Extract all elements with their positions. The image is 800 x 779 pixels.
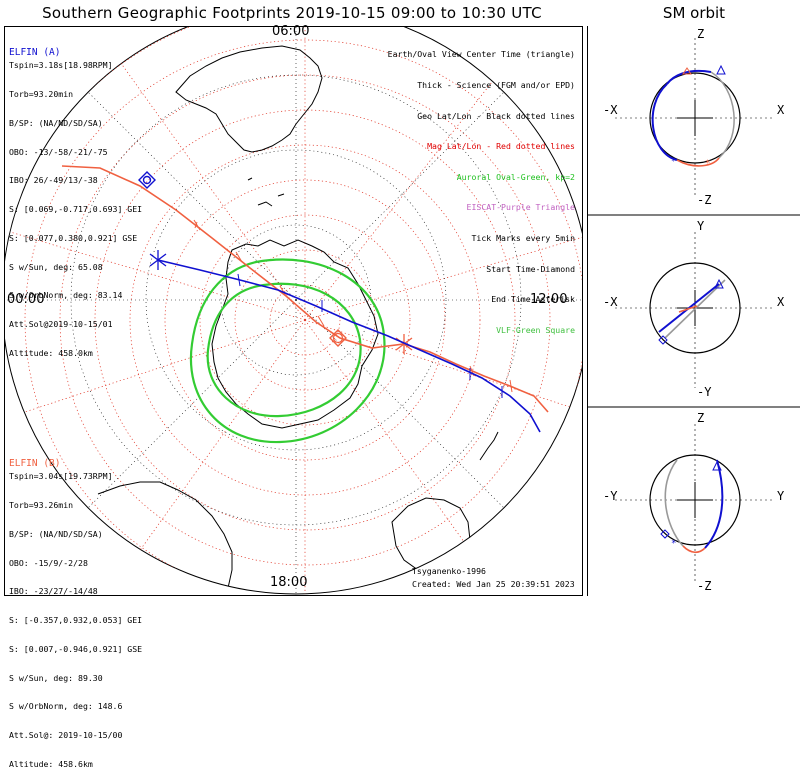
map-legend: Earth/Oval View Center Time (triangle) T…	[388, 29, 575, 345]
elfin-a-line: Att.Sol@2019-10-15/01	[9, 319, 113, 330]
elfin-b-line: S w/OrbNorm, deg: 148.6	[9, 701, 123, 712]
polar-footprint-map	[5, 27, 582, 595]
legend-entry: Tick Marks every 5min	[471, 232, 575, 243]
elfin-a-name: ELFIN (A)	[9, 47, 61, 59]
elfin-b-line: B/SP: (NA/ND/SD/SA)	[9, 528, 103, 539]
hour-label-right: 12:00	[530, 292, 568, 307]
hour-label-bottom: 18:00	[270, 575, 308, 590]
sm-orbit-xy-panel: Y -Y -X X	[603, 219, 785, 399]
sm-orbit-xz-panel: * * Z -Z -X X	[603, 27, 785, 207]
elfin-a-line: S: [0.077,0.380,0.921] GSE	[9, 232, 138, 243]
sm-orbit-title: SM orbit	[662, 4, 726, 22]
elfin-a-track	[138, 171, 541, 433]
auroral-oval-inner	[206, 282, 362, 418]
globe-outline	[5, 27, 582, 595]
sm1-label-bottom: -Z	[697, 193, 711, 207]
sm1-label-left: -X	[603, 103, 618, 117]
legend-entry: Thick - Science (FGM and/or EPD)	[417, 80, 575, 90]
elfin-b-track	[61, 165, 549, 413]
elfin-b-info: ELFIN (B)	[9, 440, 60, 478]
svg-text:*: *	[705, 159, 710, 169]
magnetic-latlon-grid	[5, 27, 582, 594]
elfin-a-line: S w/OrbNorm, deg: 83.14	[9, 290, 123, 301]
auroral-oval-outer	[189, 258, 386, 444]
australia-coastline	[391, 497, 471, 575]
elfin-b-line: Tspin=3.04s[19.73RPM]	[9, 471, 113, 482]
elfin-a-line: Tspin=3.18s[18.98RPM]	[9, 60, 113, 71]
elfin-a-line: Altitude: 458.0km	[9, 348, 93, 358]
sm2-label-right: X	[777, 295, 785, 309]
elfin-a-asterisk	[149, 250, 167, 270]
elfin-a-line: IBO: 26/-49/13/-38	[9, 175, 98, 186]
sm3-label-left: -Y	[603, 489, 618, 503]
plot-title: Southern Geographic Footprints 2019-10-1…	[42, 4, 542, 22]
legend-entry: End Time-Asterisk	[491, 294, 575, 305]
sm-orbit-plots: * * Z -Z -X X Y -Y -X X * Z -Z	[587, 27, 800, 593]
footprint-map-panel	[4, 26, 583, 596]
sm2-label-left: -X	[603, 295, 618, 309]
sm-orbit-panels	[587, 26, 800, 596]
legend-entry: VLF-Green Square	[496, 324, 575, 335]
sm-orbit-yz-panel: * Z -Z -Y Y	[603, 411, 785, 593]
created-timestamp: Created: Wed Jan 25 20:39:51 2023	[412, 579, 575, 589]
elfin-a-diamond	[138, 171, 156, 189]
elfin-a-info: ELFIN (A)	[9, 29, 60, 67]
hour-label-left: 00:00	[7, 292, 45, 307]
elfin-b-line: IBO: -23/27/-14/48	[9, 586, 98, 597]
elfin-b-line: Torb=93.26min	[9, 499, 74, 510]
elfin-b-params: Tspin=3.04s[19.73RPM] Torb=93.26min B/SP…	[9, 453, 142, 779]
legend-entry: Geo Lat/Lon - Black dotted lines	[417, 110, 575, 121]
elfin-b-line: S: [0.007,-0.946,0.921] GSE	[9, 643, 143, 654]
svg-text:*: *	[671, 539, 676, 549]
elfin-a-line: Torb=93.20min	[9, 88, 74, 99]
legend-entry: Mag Lat/Lon - Red dotted lines	[427, 141, 575, 152]
elfin-b-line: Altitude: 458.6km	[9, 759, 93, 769]
south-america-coastline	[175, 45, 323, 153]
sm3-label-top: Z	[697, 411, 704, 425]
elfin-b-name: ELFIN (B)	[9, 458, 61, 470]
legend-entry: Auroral Oval-Green, kp=2	[456, 171, 575, 182]
elfin-a-params: Tspin=3.18s[18.98RPM] Torb=93.20min B/SP…	[9, 42, 142, 368]
sm1-label-right: X	[777, 103, 785, 117]
legend-entry: Start Time-Diamond	[486, 263, 575, 274]
sm2-label-top: Y	[697, 219, 705, 233]
elfin-a-line: OBO: -13/-58/-21/-75	[9, 146, 108, 157]
model-credit: Tsyganenko-1996	[412, 566, 486, 576]
elfin-b-start-diamond	[329, 329, 347, 347]
sm1-label-top: Z	[697, 27, 704, 41]
sm3-label-bottom: -Z	[697, 579, 711, 593]
antarctica-coastline	[211, 239, 379, 429]
elfin-b-line: Att.Sol@: 2019-10-15/00	[9, 730, 123, 741]
legend-entry: Earth/Oval View Center Time (triangle)	[387, 49, 575, 60]
elfin-b-line: S: [-0.357,0.932,0.053] GEI	[9, 615, 143, 626]
elfin-a-line: B/SP: (NA/ND/SD/SA)	[9, 117, 103, 128]
sm3-label-right: Y	[777, 489, 785, 503]
auroral-ovals	[189, 258, 386, 444]
legend-entry: EISCAT-Purple Triangle	[466, 202, 575, 213]
elfin-a-line: S: [0.069,-0.717,0.693] GEI	[9, 204, 143, 215]
georgia-islands	[247, 177, 285, 207]
elfin-a-line: S w/Sun, deg: 65.08	[9, 261, 103, 272]
sm2-label-bottom: -Y	[697, 385, 712, 399]
hour-label-top: 06:00	[272, 24, 310, 39]
elfin-b-line: S w/Sun, deg: 89.30	[9, 672, 103, 683]
elfin-b-line: OBO: -15/9/-2/28	[9, 557, 88, 568]
new-zealand-coastline	[479, 431, 499, 461]
svg-text:*: *	[671, 157, 676, 167]
